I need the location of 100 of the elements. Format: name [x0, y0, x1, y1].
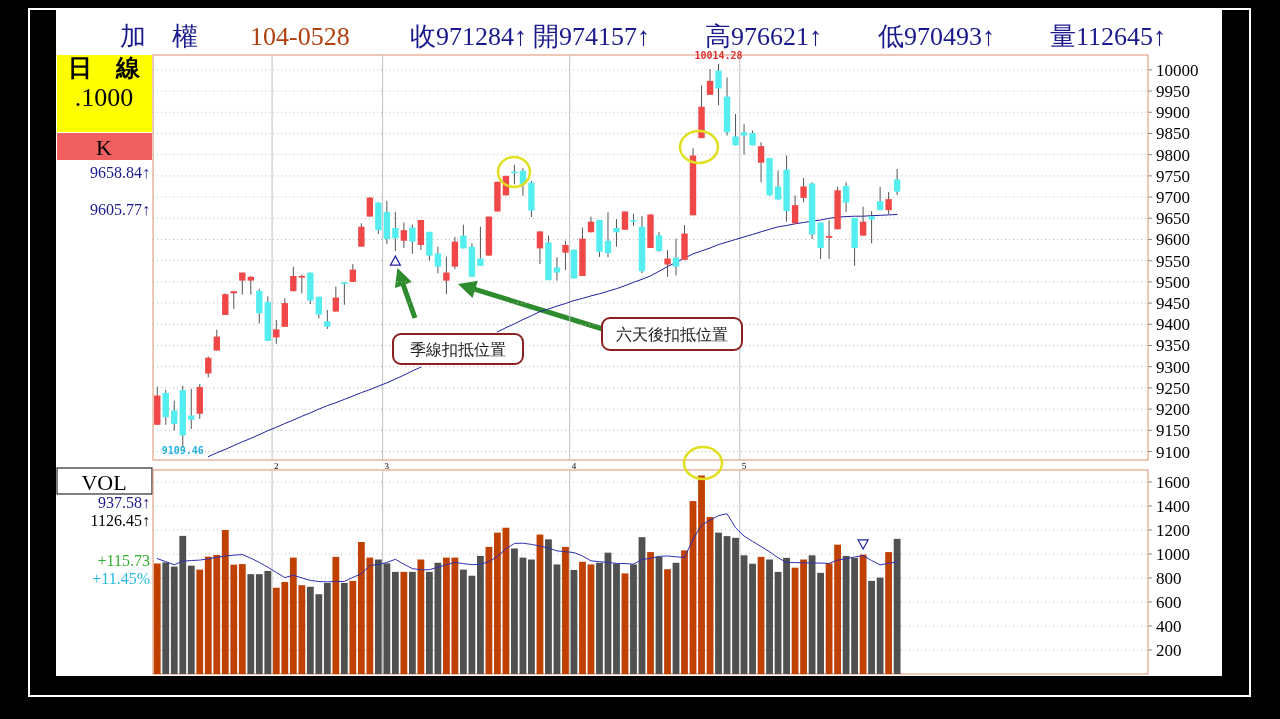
annotation: 季線扣抵位置 [410, 341, 506, 358]
text: 高976621↑ [705, 22, 822, 51]
candlestick [868, 210, 875, 244]
bar [664, 569, 671, 674]
text: +11.45% [92, 570, 150, 587]
candlestick [273, 319, 280, 345]
candlestick [426, 231, 433, 262]
line-series [156, 513, 898, 583]
candlestick [434, 246, 442, 274]
candlestick [205, 356, 212, 378]
y-tick-label: 9850 [1156, 124, 1190, 144]
text: .1000 [74, 83, 134, 112]
y-tick-label: 800 [1156, 569, 1182, 588]
text: 量112645↑ [1050, 22, 1167, 51]
bar [613, 563, 620, 674]
y-tick-label: 9500 [1156, 272, 1190, 292]
candlestick [604, 211, 612, 258]
text: 低970493↑ [878, 22, 995, 51]
candlestick [553, 256, 561, 282]
text: 9658.84↑ [90, 164, 150, 181]
y-tick-label: 200 [1156, 641, 1182, 660]
candlestick [740, 123, 748, 156]
x-tick-label: 5 [741, 461, 747, 471]
candlestick [859, 206, 867, 237]
bar [783, 557, 790, 674]
annotation: 六天後扣抵位置 [616, 326, 728, 343]
candlestick [358, 222, 365, 248]
candlestick [290, 266, 297, 292]
candlestick [774, 169, 782, 201]
bar [596, 562, 603, 674]
y-tick-label: 9250 [1156, 378, 1190, 398]
candlestick [655, 231, 663, 253]
bar [187, 565, 195, 674]
bar [800, 559, 807, 674]
bar [749, 563, 756, 674]
bar [247, 574, 255, 674]
bar [562, 546, 569, 674]
bar [511, 548, 518, 674]
text: 9605.77↑ [90, 201, 150, 218]
bar [528, 559, 535, 674]
candlestick [800, 177, 807, 203]
chart-title: 加 權 [120, 22, 198, 51]
bar [153, 563, 161, 674]
bar [323, 582, 331, 674]
text: 收971284↑ [410, 22, 527, 51]
candlestick [885, 191, 892, 215]
x-tick-label: 2 [274, 461, 279, 471]
candlestick [400, 222, 408, 249]
bar [196, 569, 204, 674]
bar [698, 475, 705, 674]
candlestick [664, 249, 671, 278]
candlestick [672, 238, 680, 277]
y-tick-label: 9950 [1156, 82, 1190, 102]
bar [162, 562, 170, 674]
x-tick-label: 4 [571, 461, 577, 471]
candlestick [247, 275, 254, 296]
bar [647, 552, 654, 674]
bar [834, 544, 841, 674]
bar [868, 580, 876, 674]
y-tick-label: 9400 [1156, 315, 1190, 335]
x-tick-label: 3 [384, 461, 390, 471]
bar [417, 559, 425, 674]
bar [579, 561, 586, 674]
bar [332, 556, 340, 674]
y-tick-label: 1400 [1156, 497, 1190, 516]
bar [494, 532, 501, 674]
candlestick [613, 218, 620, 248]
y-tick-label: 9600 [1156, 230, 1190, 250]
y-tick-label: 9900 [1156, 103, 1190, 123]
candlestick [188, 388, 195, 430]
candlestick [732, 113, 739, 146]
y-tick-label: 9200 [1156, 400, 1190, 420]
text: K [96, 135, 113, 160]
bar [400, 571, 408, 674]
candlestick [171, 400, 178, 432]
text: +115.73 [97, 552, 150, 569]
annotation: 10014.28 [694, 49, 743, 61]
candlestick [222, 292, 229, 316]
candlestick [893, 168, 901, 196]
candlestick [332, 286, 340, 313]
bar [715, 532, 722, 674]
candlestick [706, 68, 714, 96]
candlestick [392, 211, 399, 252]
bar [681, 550, 688, 674]
y-tick-label: 9800 [1156, 145, 1190, 165]
bar [408, 571, 416, 674]
y-tick-label: 10000 [1156, 60, 1199, 80]
candlestick [842, 181, 850, 213]
candlestick [825, 219, 833, 260]
y-tick-label: 1600 [1156, 473, 1190, 492]
y-tick-label: 9300 [1156, 357, 1190, 377]
y-tick-label: 600 [1156, 593, 1182, 612]
bar [766, 559, 773, 674]
y-tick-label: 9650 [1156, 209, 1190, 229]
y-tick-label: 1200 [1156, 521, 1190, 540]
candlestick [366, 196, 374, 218]
y-tick-label: 9350 [1156, 336, 1190, 356]
candlestick [536, 230, 544, 265]
bar [443, 557, 450, 674]
candlestick [477, 226, 484, 267]
